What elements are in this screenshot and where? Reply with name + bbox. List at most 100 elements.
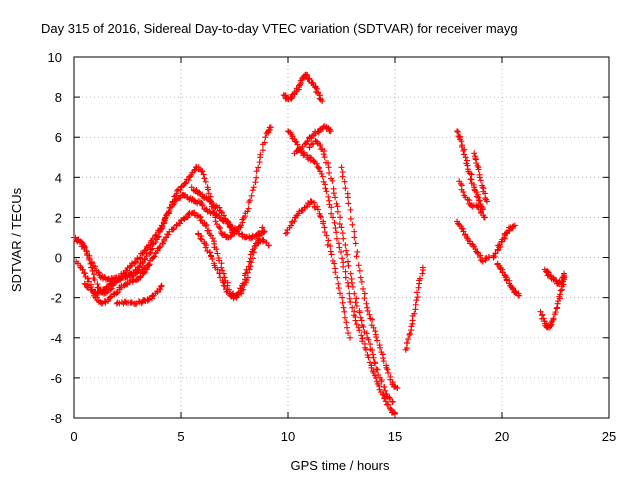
data-point: [347, 270, 354, 277]
data-point: [373, 333, 380, 340]
data-point: [107, 286, 114, 293]
data-point: [369, 351, 376, 358]
data-point: [342, 268, 349, 275]
data-point: [413, 297, 420, 304]
data-point: [403, 339, 410, 346]
data-point: [318, 170, 325, 177]
data-point: [347, 334, 354, 341]
data-point: [317, 212, 324, 219]
data-point: [332, 269, 339, 276]
data-point: [358, 278, 365, 285]
data-point: [557, 291, 564, 298]
data-point: [201, 175, 208, 182]
data-point: [255, 164, 262, 171]
data-point: [353, 302, 360, 309]
data-point: [262, 134, 269, 141]
data-point: [384, 366, 391, 373]
data-point: [329, 257, 336, 264]
data-point: [197, 235, 204, 242]
data-point: [187, 173, 194, 180]
data-point: [150, 254, 157, 261]
data-point: [365, 354, 372, 361]
data-point: [348, 279, 355, 286]
data-point: [301, 151, 308, 158]
data-point: [254, 240, 261, 247]
data-point: [259, 147, 266, 154]
data-point: [346, 290, 353, 297]
data-point: [457, 180, 464, 187]
data-point: [267, 124, 274, 131]
data-point: [327, 243, 334, 250]
data-point: [250, 249, 257, 256]
data-point: [122, 298, 129, 305]
data-point: [406, 331, 413, 338]
data-point: [240, 280, 247, 287]
data-point: [83, 283, 90, 290]
x-tick-label: 10: [281, 429, 295, 444]
data-point: [199, 168, 206, 175]
data-point: [234, 291, 241, 298]
data-point: [361, 295, 368, 302]
data-point: [260, 237, 267, 244]
data-point: [352, 240, 359, 247]
data-point: [329, 177, 336, 184]
data-point: [508, 284, 515, 291]
y-tick-label: 8: [55, 90, 62, 105]
data-point: [356, 267, 363, 274]
data-point: [341, 314, 348, 321]
data-point: [386, 394, 393, 401]
data-point: [252, 179, 259, 186]
data-point: [414, 294, 421, 301]
data-point: [413, 289, 420, 296]
data-point: [340, 235, 347, 242]
data-point: [202, 244, 209, 251]
data-point: [364, 307, 371, 314]
data-point: [345, 330, 352, 337]
data-point: [81, 244, 88, 251]
data-point: [484, 198, 491, 205]
data-point: [337, 248, 344, 255]
data-point: [204, 186, 211, 193]
data-point: [360, 285, 367, 292]
data-point: [157, 286, 164, 293]
data-point: [460, 188, 467, 195]
y-axis-title: SDTVAR / TECUs: [9, 187, 24, 292]
y-tick-label: -4: [50, 331, 62, 346]
data-point: [357, 274, 364, 281]
data-point: [472, 245, 479, 252]
data-point: [306, 75, 313, 82]
data-point: [338, 224, 345, 231]
data-point: [365, 336, 372, 343]
axis-ticks: 0 5 10 15 20 25 -8 -6 -4 -2 0 2 4 6 8 10: [48, 50, 617, 444]
data-point: [342, 185, 349, 192]
data-point: [245, 205, 252, 212]
data-point: [247, 251, 254, 258]
data-point: [320, 151, 327, 158]
data-point: [380, 355, 387, 362]
data-point: [561, 270, 568, 277]
data-marks: [71, 71, 568, 417]
data-point: [288, 222, 295, 229]
data-point: [331, 260, 338, 267]
data-point: [185, 177, 192, 184]
data-point: [375, 371, 382, 378]
data-point: [292, 138, 299, 145]
data-point: [552, 309, 559, 316]
data-point: [205, 190, 212, 197]
data-point: [249, 187, 256, 194]
data-point: [370, 354, 377, 361]
x-tick-label: 0: [70, 429, 77, 444]
data-point: [282, 230, 289, 237]
data-point: [259, 238, 266, 245]
data-point: [165, 231, 172, 238]
data-point: [139, 260, 146, 267]
data-point: [326, 169, 333, 176]
data-point: [511, 222, 518, 229]
data-point: [381, 384, 388, 391]
data-point: [337, 290, 344, 297]
data-point: [323, 188, 330, 195]
data-point: [351, 234, 358, 241]
data-point: [313, 85, 320, 92]
data-point: [466, 240, 473, 247]
data-point: [550, 315, 557, 322]
